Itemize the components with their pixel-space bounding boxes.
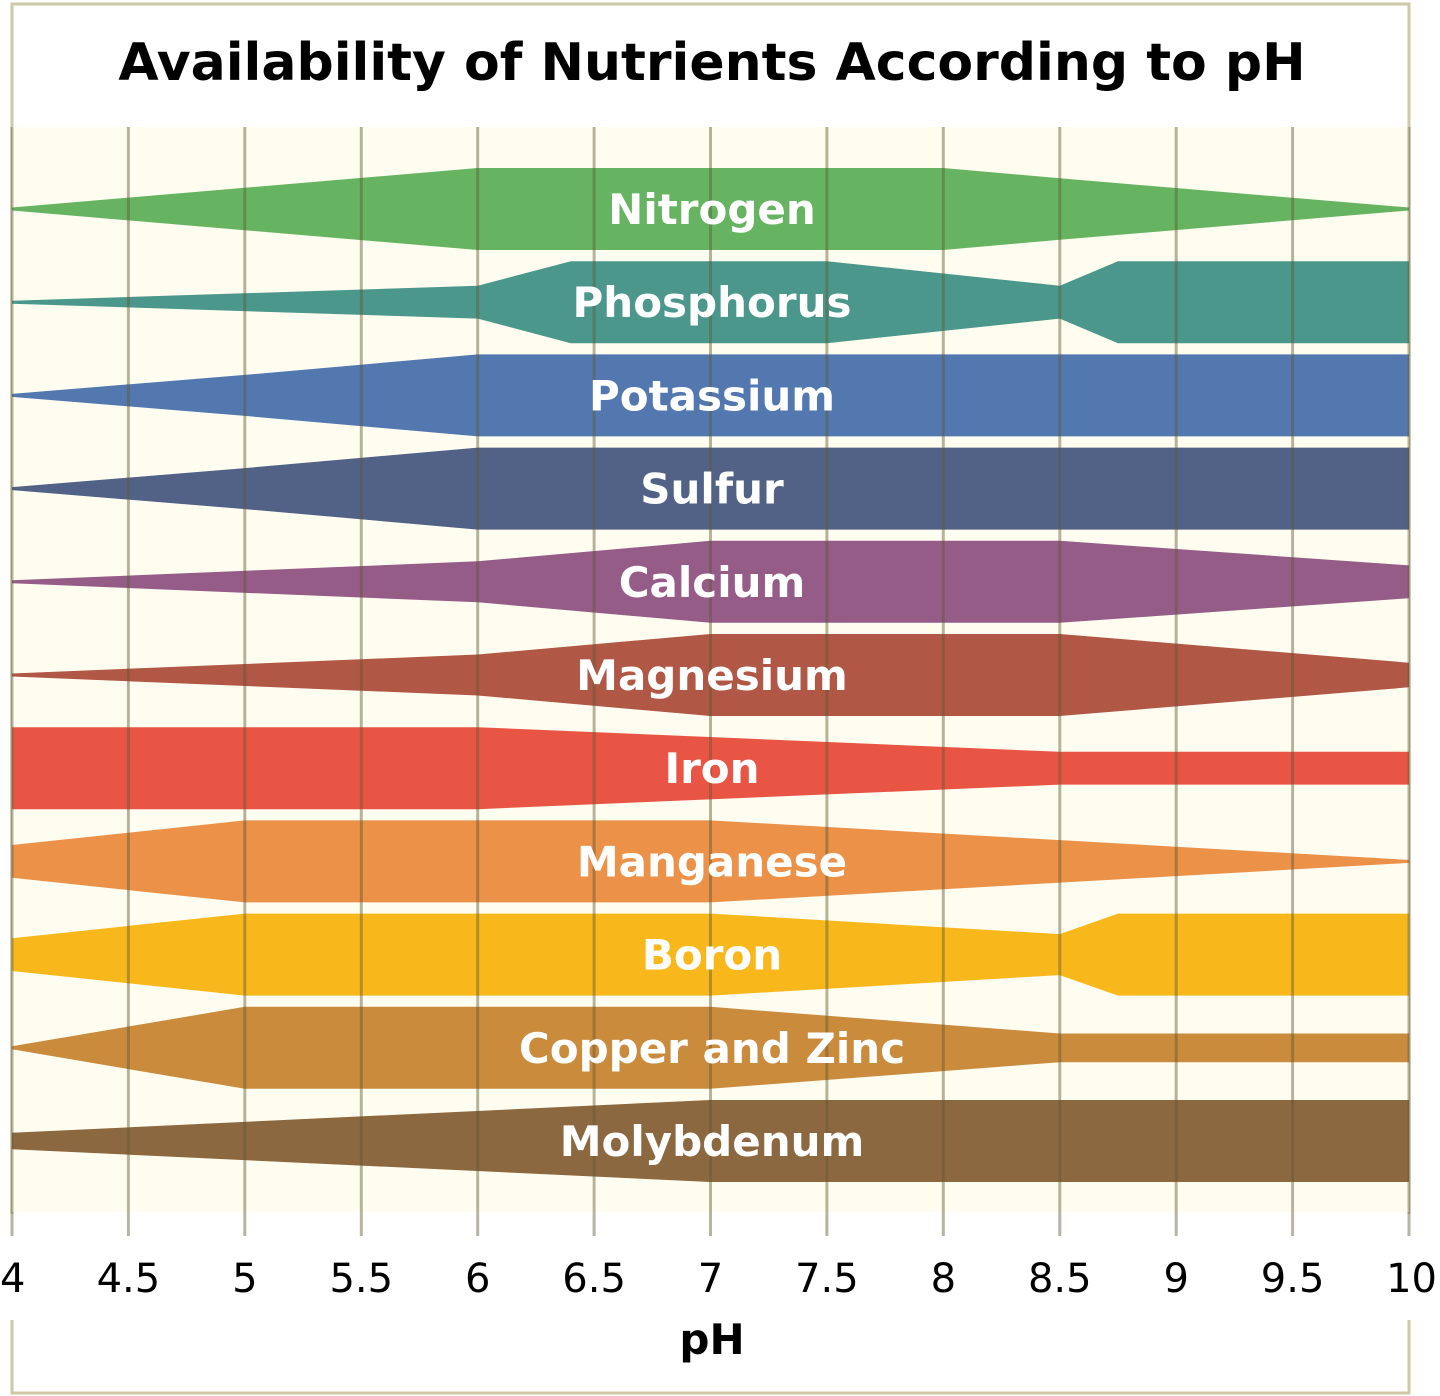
x-tick-label-4: 4	[0, 1256, 25, 1302]
band-phosphorus	[12, 261, 1409, 344]
x-tick-label-8: 8	[931, 1256, 956, 1302]
band-potassium	[12, 354, 1409, 437]
band-molybdenum	[12, 1100, 1409, 1182]
x-tick-label-7: 7	[698, 1256, 723, 1302]
band-label-manganese: Manganese	[577, 837, 847, 886]
band-label-molybdenum: Molybdenum	[560, 1117, 865, 1166]
band-label-boron: Boron	[642, 931, 782, 980]
band-manganese	[12, 820, 1409, 903]
band-magnesium	[12, 634, 1409, 716]
x-tick-label-9: 9	[1163, 1256, 1188, 1302]
band-nitrogen	[12, 168, 1409, 250]
x-tick-label-6: 6	[465, 1256, 490, 1302]
chart-title: Availability of Nutrients According to p…	[118, 33, 1305, 93]
gridlines	[10, 127, 1411, 1236]
band-label-sulfur: Sulfur	[640, 465, 784, 514]
x-tick-label-9-5: 9.5	[1261, 1256, 1325, 1302]
x-tick-label-8-5: 8.5	[1028, 1256, 1092, 1302]
band-copper-and-zinc	[12, 1006, 1409, 1089]
frame-bottom	[10, 1320, 1411, 1395]
band-label-potassium: Potassium	[589, 371, 835, 420]
x-tick-label-7-5: 7.5	[795, 1256, 859, 1302]
x-tick-label-4-5: 4.5	[97, 1256, 161, 1302]
band-sulfur	[12, 447, 1409, 530]
band-boron	[12, 913, 1409, 996]
x-tick-label-10: 10	[1386, 1256, 1437, 1302]
x-tick-label-5: 5	[232, 1256, 257, 1302]
band-label-phosphorus: Phosphorus	[573, 278, 852, 327]
nutrient-bands	[12, 168, 1409, 1182]
x-axis-label: pH	[679, 1315, 744, 1364]
x-tick-label-5-5: 5.5	[329, 1256, 393, 1302]
band-label-iron: Iron	[664, 744, 759, 793]
x-tick-labels: 4 4.5 5 5.5 6 6.5 7 7.5 8 8.5 9 9.5 10	[0, 1256, 1437, 1302]
x-tick-label-6-5: 6.5	[562, 1256, 626, 1302]
band-label-nitrogen: Nitrogen	[608, 185, 816, 234]
band-iron	[12, 727, 1409, 810]
band-calcium	[12, 540, 1409, 623]
band-labels: Nitrogen Phosphorus Potassium Sulfur Calcium…	[519, 185, 905, 1166]
band-label-copper-and-zinc: Copper and Zinc	[519, 1024, 905, 1073]
band-label-magnesium: Magnesium	[576, 651, 848, 700]
band-label-calcium: Calcium	[619, 558, 806, 607]
